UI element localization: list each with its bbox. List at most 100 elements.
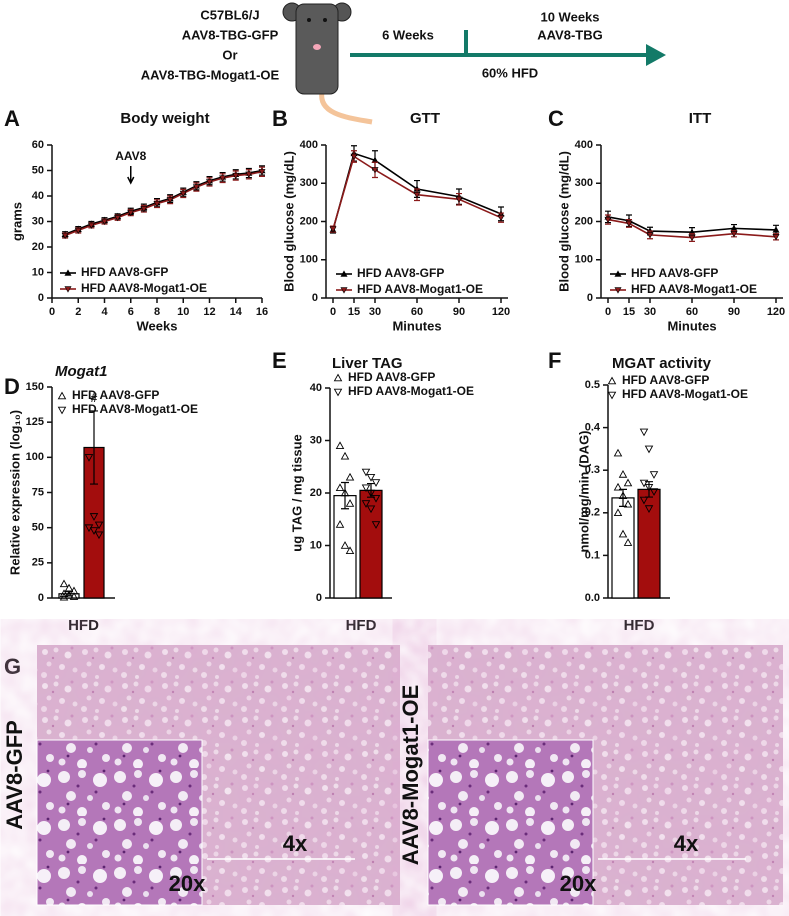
data-point (604, 216, 612, 224)
x-tick-label: 2 (75, 306, 81, 318)
legend-marker (64, 269, 72, 276)
histology: G 20x 4x AAV8-GFP 20x 4x AAV8-Mogat1-OE (2, 645, 783, 906)
x-tick-label: 10 (177, 306, 189, 318)
data-point (340, 541, 350, 549)
mouse-eye (307, 18, 311, 22)
micrograph-20x (36, 739, 203, 906)
data-point (59, 579, 69, 588)
data-point (61, 232, 69, 240)
x-tick-label: 16 (256, 306, 268, 318)
y-tick-label: 0 (316, 592, 322, 604)
series-line (332, 155, 502, 230)
x-tick-label: 15 (623, 306, 635, 318)
data-point (371, 495, 381, 503)
legend-marker (607, 391, 617, 400)
y-tick-label: 0 (38, 292, 44, 304)
data-point (371, 479, 381, 487)
y-tick-label: 300 (575, 177, 593, 189)
data-point (497, 214, 505, 222)
y-tick-label: 40 (32, 190, 44, 202)
bar (359, 489, 383, 599)
data-point (166, 197, 174, 204)
data-point (688, 234, 696, 242)
legend-marker (340, 287, 348, 294)
legend-label: HFD AAV8-Mogat1-OE (81, 281, 207, 295)
data-point (94, 521, 104, 530)
panel-label: D (4, 374, 20, 399)
data-point (245, 171, 253, 178)
data-point (371, 521, 381, 529)
data-point (644, 505, 654, 513)
x-tick-label: 30 (644, 306, 656, 318)
data-point (74, 227, 82, 235)
data-point (335, 483, 345, 491)
y-tick-label: 0.3 (585, 464, 600, 476)
data-point (639, 428, 649, 437)
annotation: AAV8 (115, 149, 146, 163)
x-tick-label: 0 (330, 306, 336, 318)
y-tick-label: 400 (300, 139, 318, 151)
legend-marker (64, 286, 72, 293)
data-point (618, 491, 628, 500)
y-tick-label: 50 (32, 522, 44, 534)
micrograph-20x (427, 739, 594, 906)
series-line (607, 216, 777, 234)
y-tick-label: 100 (300, 254, 318, 266)
data-point (644, 445, 654, 454)
x-tick-label: 90 (728, 306, 740, 318)
y-tick-label: 10 (32, 266, 44, 278)
data-point (625, 220, 633, 228)
magnification-label: 20x (169, 871, 206, 896)
data-point (258, 169, 266, 176)
magnification-label: 20x (560, 871, 597, 896)
y-tick-label: 30 (32, 215, 44, 227)
x-tick-label: 6 (128, 306, 134, 318)
error-bar (90, 410, 98, 485)
data-point (205, 179, 214, 186)
data-point (623, 538, 633, 546)
data-point (361, 484, 371, 493)
bar (611, 497, 635, 599)
legend-label: HFD AAV8-GFP (81, 265, 168, 279)
data-point (366, 505, 376, 514)
x-tick-label: 15 (348, 306, 360, 318)
data-point (613, 482, 623, 491)
x-tick-label: 30 (369, 306, 381, 318)
legend-label: HFD AAV8-Mogat1-OE (631, 282, 757, 296)
data-point (127, 209, 135, 217)
timeline-arrow (646, 44, 666, 66)
y-tick-label: 75 (32, 486, 44, 498)
significance-mark: # (91, 391, 98, 405)
chart-title: Liver TAG (332, 355, 403, 372)
data-point (219, 175, 227, 182)
y-tick-label: 200 (300, 215, 318, 227)
data-point (772, 234, 780, 241)
data-point (646, 232, 654, 239)
mouse-eye (323, 18, 327, 22)
legend-label: HFD AAV8-GFP (357, 266, 444, 280)
data-point (64, 590, 74, 599)
y-tick-label: 100 (26, 451, 44, 463)
data-point (340, 488, 350, 497)
data-point (94, 531, 104, 540)
data-point (613, 508, 623, 517)
x-tick-label: 14 (230, 306, 243, 318)
y-tick-label: 25 (32, 557, 44, 569)
y-tick-label: 0.2 (585, 507, 600, 519)
schematic: C57BL6/J AAV8-TBG-GFP Or AAV8-TBG-Mogat1… (141, 2, 666, 125)
mouse-nose (313, 44, 321, 50)
x-tick-label: 12 (203, 306, 215, 318)
y-axis-label: ug TAG / mg tissue (289, 434, 304, 552)
data-point (366, 489, 376, 498)
legend-marker (614, 270, 622, 277)
charts: A Body weight grams 0 10 20 30 40 50 60 0 2 4 6 8 10 12 1… (4, 106, 785, 634)
y-tick-label: 30 (310, 434, 322, 446)
data-point (232, 172, 240, 180)
data-point (89, 513, 99, 521)
legend-label: HFD AAV8-Mogat1-OE (357, 282, 483, 296)
group-label: AAV8-TBG-GFP (182, 27, 279, 42)
data-point (329, 226, 337, 233)
annotation-arrow (127, 166, 135, 185)
legend-marker (333, 373, 343, 382)
legend-label: HFD AAV8-Mogat1-OE (72, 402, 198, 416)
